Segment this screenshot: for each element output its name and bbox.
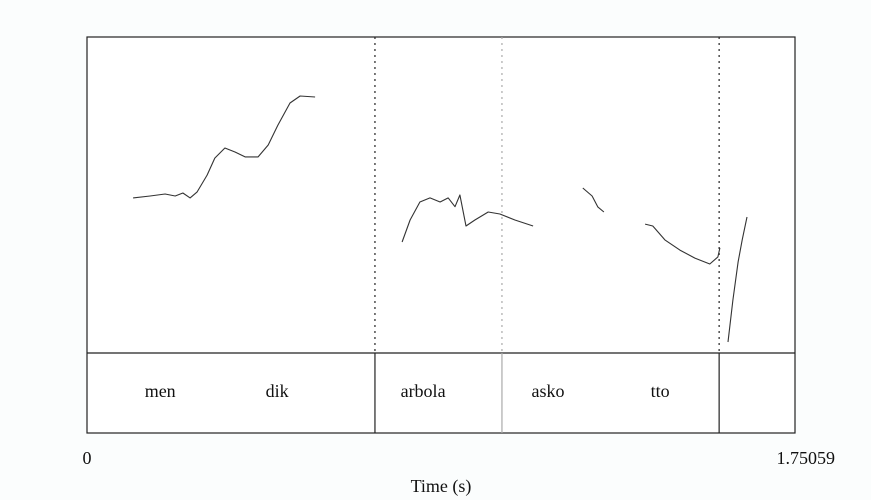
tier-label: asko: [532, 381, 565, 401]
x-tick-label: 0: [83, 448, 92, 468]
tier-label: arbola: [401, 381, 446, 401]
x-axis-label: Time (s): [411, 476, 472, 497]
tier-label: dik: [266, 381, 289, 401]
x-tick-label: 1.75059: [777, 448, 836, 468]
plot-frame: [86, 36, 796, 434]
tier-label: tto: [651, 381, 670, 401]
tier-label: men: [145, 381, 176, 401]
pitch-line: [133, 95, 748, 343]
